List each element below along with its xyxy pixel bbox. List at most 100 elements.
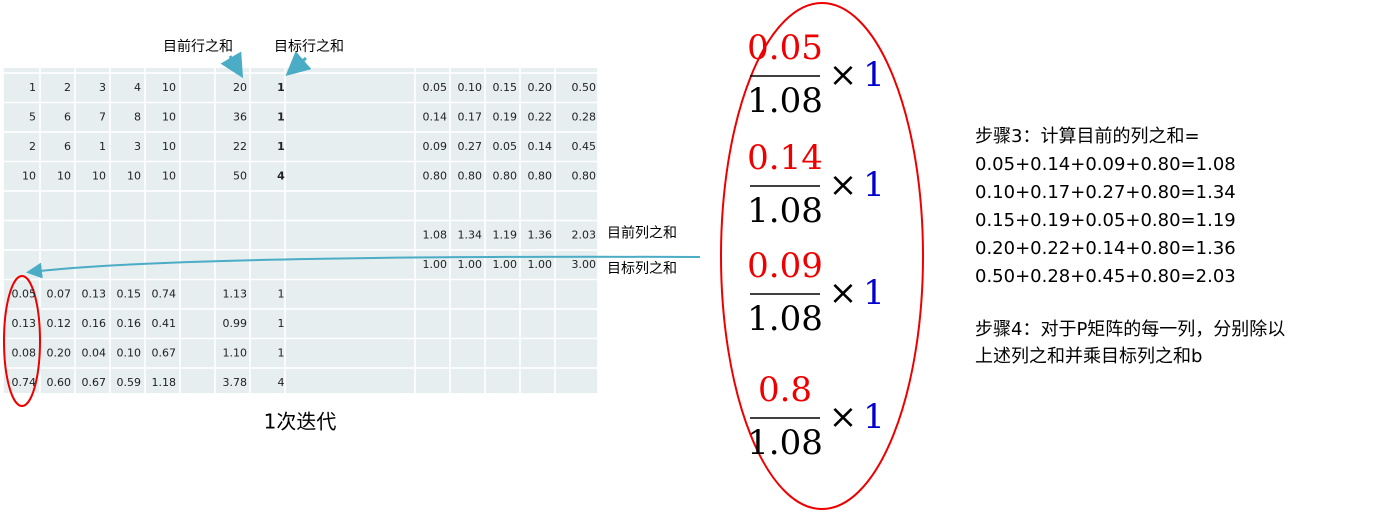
cell: 0.16 — [82, 317, 107, 330]
denominator: 1.08 — [747, 423, 823, 463]
cell: 0.80 — [572, 169, 597, 182]
denominator: 1.08 — [747, 299, 823, 339]
cell: 0.50 — [572, 81, 597, 94]
arrow — [220, 51, 244, 79]
cell: 0.05 — [493, 140, 518, 153]
cell: 0.20 — [528, 81, 553, 94]
cell: 1.00 — [423, 258, 448, 271]
cell: 1 — [99, 140, 106, 153]
numerator: 0.09 — [747, 246, 823, 286]
cell: 1.36 — [528, 228, 553, 241]
cell: 3.78 — [223, 376, 248, 389]
step-line: 0.50+0.28+0.45+0.80=2.03 — [975, 266, 1236, 287]
cell: 0.22 — [528, 110, 553, 123]
cell: 0.14 — [423, 110, 448, 123]
cell: 8 — [134, 110, 141, 123]
cell: 10 — [22, 169, 36, 182]
cell: 0.17 — [458, 110, 483, 123]
cell: 4 — [278, 376, 285, 389]
numerator: 0.05 — [747, 28, 823, 68]
cell: 2.03 — [572, 228, 597, 241]
cell: 0.20 — [47, 346, 72, 359]
cell: 10 — [162, 169, 176, 182]
header: 目前行之和 — [163, 38, 233, 55]
cell: 0.80 — [493, 169, 518, 182]
cell: 0.04 — [82, 346, 107, 359]
cell: 0.13 — [82, 287, 107, 300]
times: × — [829, 273, 858, 313]
numerator: 0.8 — [758, 370, 812, 410]
highlight — [720, 2, 924, 510]
cell: 0.14 — [528, 140, 553, 153]
label: 目标列之和 — [607, 261, 677, 277]
arrow — [285, 51, 312, 76]
cell: 5 — [29, 110, 36, 123]
multiplier: 1 — [863, 165, 885, 205]
cell: 0.74 — [152, 287, 177, 300]
highlight — [3, 275, 41, 407]
times: × — [829, 55, 858, 95]
cell: 10 — [162, 110, 176, 123]
cell: 0.07 — [47, 287, 72, 300]
arrow — [26, 255, 701, 279]
multiplier: 1 — [863, 397, 885, 437]
denominator: 1.08 — [747, 191, 823, 231]
cell: 1 — [277, 110, 285, 123]
cell: 10 — [162, 140, 176, 153]
cell: 3.00 — [572, 258, 597, 271]
cell: 4 — [134, 81, 141, 94]
cell: 0.28 — [572, 110, 597, 123]
step-line: 0.20+0.22+0.14+0.80=1.36 — [975, 238, 1236, 259]
cell: 0.67 — [82, 376, 107, 389]
cell: 0.15 — [117, 287, 142, 300]
caption: 1次迭代 — [264, 410, 337, 434]
cell: 0.80 — [528, 169, 553, 182]
cell: 0.13 — [12, 317, 37, 330]
cell: 1.34 — [458, 228, 483, 241]
cell: 36 — [233, 110, 247, 123]
cell: 0.19 — [493, 110, 518, 123]
cell: 6 — [64, 110, 71, 123]
cell: 1.00 — [528, 258, 553, 271]
cell: 0.08 — [12, 346, 37, 359]
cell: 10 — [57, 169, 71, 182]
numerator: 0.14 — [747, 138, 823, 178]
cell: 10 — [162, 81, 176, 94]
cell: 1.00 — [458, 258, 483, 271]
cell: 1.10 — [223, 346, 248, 359]
cell: 0.80 — [423, 169, 448, 182]
cell: 0.10 — [458, 81, 483, 94]
cell: 1 — [278, 346, 285, 359]
cell: 1.13 — [223, 287, 248, 300]
cell: 20 — [233, 81, 247, 94]
cell: 2 — [64, 81, 71, 94]
cell: 0.15 — [493, 81, 518, 94]
denominator: 1.08 — [747, 81, 823, 121]
cell: 0.99 — [223, 317, 248, 330]
step-line: 0.05+0.14+0.09+0.80=1.08 — [975, 154, 1236, 175]
cell: 1 — [277, 140, 285, 153]
cell: 2 — [29, 140, 36, 153]
cell: 1.00 — [493, 258, 518, 271]
cell: 4 — [277, 169, 285, 182]
cell: 0.60 — [47, 376, 72, 389]
multiplier: 1 — [863, 273, 885, 313]
step-line: 上述列之和并乘目标列之和b — [975, 346, 1202, 367]
cell: 22 — [233, 140, 247, 153]
times: × — [829, 165, 858, 205]
cell: 0.74 — [12, 376, 37, 389]
step-line: 0.15+0.19+0.05+0.80=1.19 — [975, 210, 1236, 231]
cell: 0.09 — [423, 140, 448, 153]
cell: 0.05 — [12, 287, 37, 300]
cell: 0.80 — [458, 169, 483, 182]
cell: 7 — [99, 110, 106, 123]
step-title: 步骤3：计算目前的列之和= — [975, 126, 1200, 147]
cell: 0.05 — [423, 81, 448, 94]
cell: 0.27 — [458, 140, 483, 153]
step-line: 步骤4：对于P矩阵的每一列，分别除以 — [975, 319, 1285, 340]
cell: 3 — [134, 140, 141, 153]
step-line: 0.10+0.17+0.27+0.80=1.34 — [975, 182, 1236, 203]
cell: 1.19 — [493, 228, 518, 241]
cell: 1 — [278, 317, 285, 330]
